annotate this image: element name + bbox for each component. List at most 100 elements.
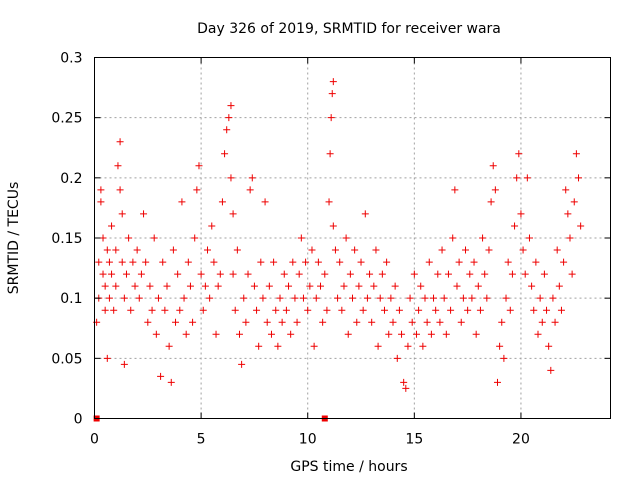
data-point <box>108 270 116 278</box>
data-point <box>489 162 497 170</box>
data-point <box>144 318 152 326</box>
data-point <box>412 330 420 338</box>
data-point <box>225 114 233 122</box>
data-point <box>140 210 148 218</box>
data-point <box>351 246 359 254</box>
x-tick-label: 15 <box>405 432 423 448</box>
data-point <box>101 282 109 290</box>
data-point <box>97 198 105 206</box>
data-point <box>116 138 124 146</box>
data-point <box>105 294 113 302</box>
data-point <box>274 342 282 350</box>
data-point <box>493 378 501 386</box>
data-point <box>214 282 222 290</box>
data-point <box>385 330 393 338</box>
data-point <box>329 222 337 230</box>
data-point <box>555 282 563 290</box>
data-point <box>242 318 250 326</box>
data-point <box>466 270 474 278</box>
data-point <box>110 306 118 314</box>
data-point <box>338 306 346 314</box>
data-point <box>464 306 472 314</box>
data-point <box>253 306 261 314</box>
data-point <box>197 270 205 278</box>
data-point <box>135 294 143 302</box>
data-point <box>265 282 273 290</box>
data-point <box>157 372 165 380</box>
data-point <box>321 270 329 278</box>
data-point <box>95 258 103 266</box>
data-point <box>434 270 442 278</box>
data-point <box>349 294 356 302</box>
data-point <box>513 174 521 182</box>
data-point <box>212 330 220 338</box>
data-point <box>506 306 514 314</box>
data-point <box>575 174 583 182</box>
data-point <box>487 198 495 206</box>
data-point <box>572 150 580 158</box>
data-point <box>287 330 295 338</box>
data-point <box>521 270 529 278</box>
data-point <box>146 282 154 290</box>
data-point <box>423 318 431 326</box>
data-point <box>421 294 429 302</box>
data-point <box>108 222 116 230</box>
data-point <box>133 246 141 254</box>
data-point <box>255 342 263 350</box>
data-point <box>235 330 243 338</box>
data-point <box>530 306 538 314</box>
data-point <box>479 234 487 242</box>
data-point <box>342 234 350 242</box>
data-point <box>380 306 388 314</box>
data-point <box>186 282 194 290</box>
data-point <box>389 318 397 326</box>
data-point <box>408 318 416 326</box>
data-point <box>496 342 504 350</box>
data-point <box>553 246 561 254</box>
data-point <box>557 306 565 314</box>
data-point <box>528 282 536 290</box>
data-point <box>161 306 169 314</box>
data-point <box>152 330 160 338</box>
data-point <box>336 258 344 266</box>
data-point <box>189 318 197 326</box>
data-point <box>502 294 510 302</box>
data-point <box>566 234 574 242</box>
data-point <box>519 246 527 254</box>
data-point <box>267 330 275 338</box>
data-point <box>515 150 523 158</box>
data-point <box>398 330 406 338</box>
data-point <box>549 294 557 302</box>
data-point <box>248 174 256 182</box>
data-point <box>150 234 158 242</box>
data-point <box>176 306 184 314</box>
data-point <box>577 222 585 230</box>
data-point <box>511 222 519 230</box>
data-point <box>476 306 484 314</box>
data-point <box>551 318 559 326</box>
data-point <box>363 294 371 302</box>
data-point <box>172 318 180 326</box>
data-point <box>218 198 226 206</box>
data-point <box>340 282 348 290</box>
data-point <box>444 270 452 278</box>
data-point <box>319 318 327 326</box>
data-point <box>560 258 568 266</box>
data-point <box>534 330 542 338</box>
data-point <box>208 222 216 230</box>
data-point <box>127 306 135 314</box>
data-point <box>99 234 107 242</box>
data-point <box>483 294 491 302</box>
data-point <box>376 294 384 302</box>
data-point <box>393 354 401 362</box>
data-point <box>231 306 239 314</box>
data-point <box>293 318 301 326</box>
data-point <box>120 294 128 302</box>
data-point <box>299 294 307 302</box>
data-point <box>383 258 391 266</box>
data-point <box>425 258 433 266</box>
data-point <box>470 258 478 266</box>
data-point <box>430 294 438 302</box>
data-point <box>304 306 312 314</box>
